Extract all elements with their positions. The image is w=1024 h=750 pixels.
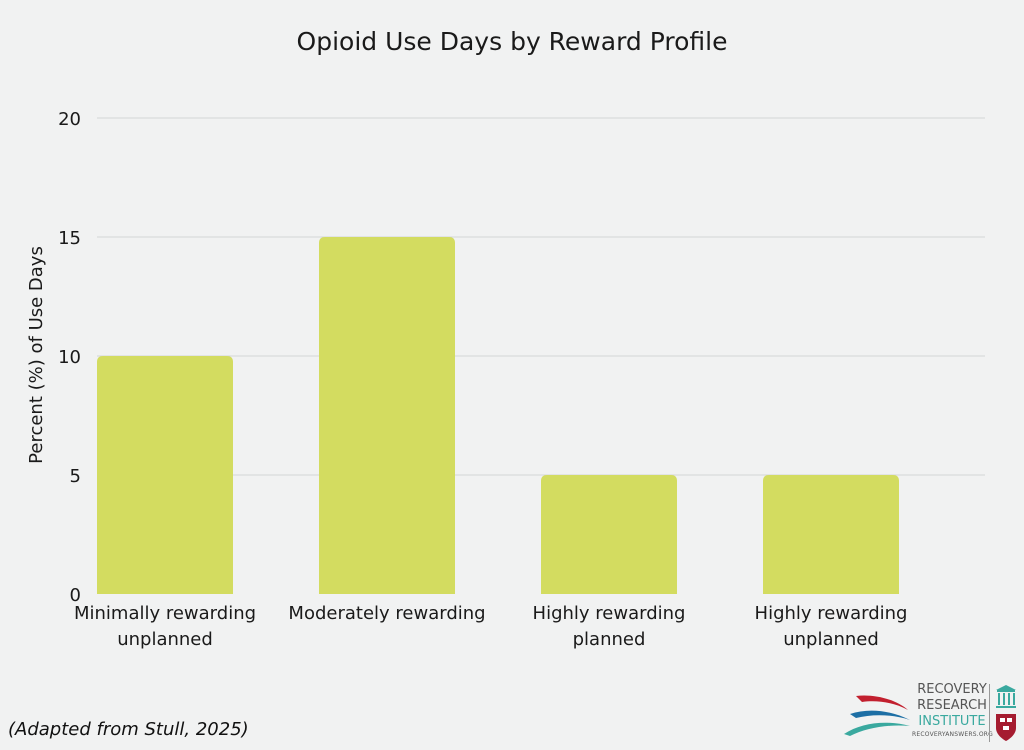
logo-divider <box>989 684 990 742</box>
logo-line-institute: INSTITUTE <box>918 714 986 729</box>
x-category-label-line: Minimally rewarding <box>74 603 256 624</box>
x-category-label-line: Highly rewarding <box>533 603 686 624</box>
y-tick-label: 5 <box>70 466 81 487</box>
y-tick-label: 10 <box>58 347 81 368</box>
y-tick-label: 0 <box>70 585 81 606</box>
y-tick-label: 20 <box>58 109 81 130</box>
logo-line-recovery: RECOVERY <box>917 682 987 697</box>
x-category-label: Minimally rewarding unplanned <box>74 603 256 650</box>
x-axis-labels: Minimally rewarding unplanned Moderately r… <box>74 603 907 650</box>
harvard-shield-icon <box>996 685 1016 741</box>
bars <box>97 237 899 594</box>
x-category-label: Highly rewarding planned <box>533 603 686 650</box>
source-note: (Adapted from Stull, 2025) <box>8 719 249 740</box>
logo-wordmark: RECOVERY RESEARCH INSTITUTE RECOVERYANSW… <box>912 682 993 740</box>
y-tick-label: 15 <box>58 228 81 249</box>
logo-line-research: RESEARCH <box>917 698 987 713</box>
x-category-label: Moderately rewarding <box>288 603 485 624</box>
bar <box>763 475 899 594</box>
recovery-research-institute-logo: RECOVERY RESEARCH INSTITUTE RECOVERYANSW… <box>842 680 1018 746</box>
logo-url: RECOVERYANSWERS.ORG <box>912 731 993 738</box>
bar <box>319 237 455 594</box>
x-category-label-line: unplanned <box>783 629 879 650</box>
x-category-label-line: planned <box>573 629 646 650</box>
bar <box>541 475 677 594</box>
chart-title: Opioid Use Days by Reward Profile <box>297 27 728 56</box>
y-axis-label: Percent (%) of Use Days <box>26 246 47 464</box>
x-category-label-line: Moderately rewarding <box>288 603 485 624</box>
x-category-label: Highly rewarding unplanned <box>755 603 908 650</box>
y-axis-ticks: 0 5 10 15 20 <box>58 109 81 606</box>
bar <box>97 356 233 594</box>
x-category-label-line: unplanned <box>117 629 213 650</box>
x-category-label-line: Highly rewarding <box>755 603 908 624</box>
swoosh-logo-icon <box>844 695 910 736</box>
